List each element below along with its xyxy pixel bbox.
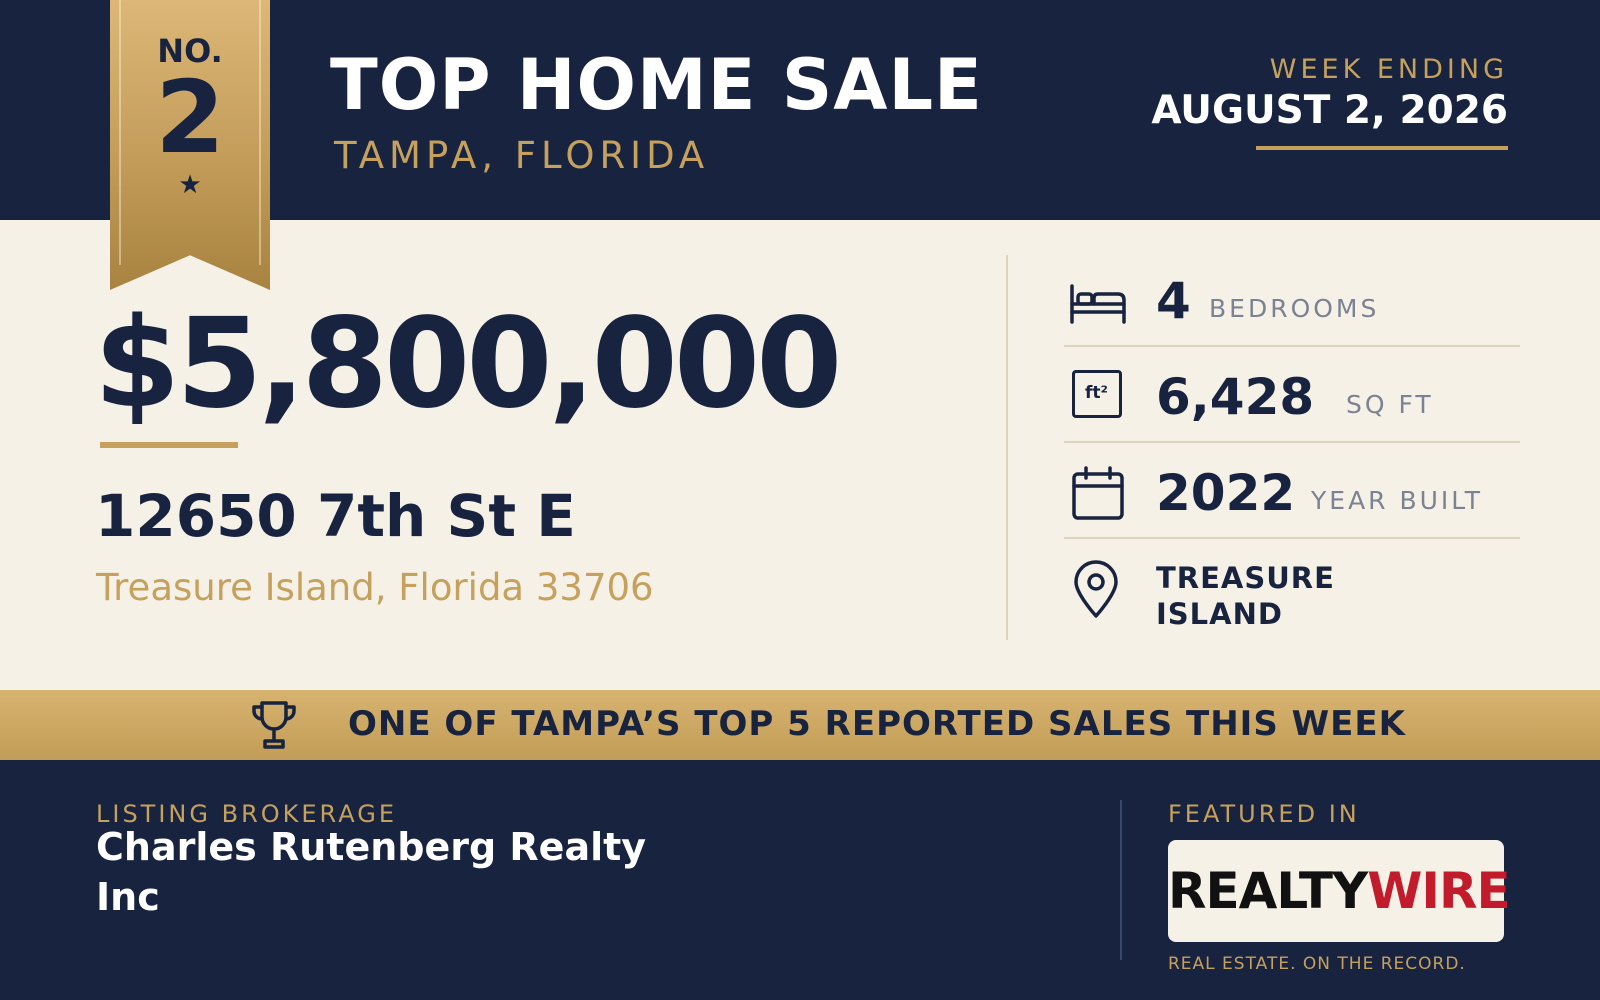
- footer-divider: [1120, 800, 1122, 960]
- footer-bar: LISTING BROKERAGE Charles Rutenberg Real…: [0, 760, 1600, 1000]
- publication-logo: REALTYWIRE: [1168, 840, 1511, 942]
- year-built-label: YEAR BUILT: [1311, 486, 1484, 515]
- vertical-divider: [1006, 255, 1008, 640]
- brokerage-name: Charles Rutenberg Realty Inc: [96, 825, 647, 919]
- highlight-text: ONE OF TAMPA’S TOP 5 REPORTED SALES THIS…: [348, 704, 1406, 744]
- stat-divider: [1064, 345, 1520, 347]
- week-ending-date: AUGUST 2, 2026: [1151, 88, 1508, 133]
- street-address: 12650 7th St E: [95, 482, 576, 550]
- price-underline: [100, 442, 238, 448]
- trophy-icon: [252, 701, 296, 749]
- stat-divider: [1064, 537, 1520, 539]
- sale-price: $5,800,000: [94, 292, 842, 436]
- square-feet-label: SQ FT: [1346, 390, 1434, 419]
- bed-icon: [1070, 284, 1126, 324]
- week-ending-label: WEEK ENDING: [1269, 54, 1508, 85]
- brokerage-label: LISTING BROKERAGE: [96, 800, 397, 828]
- bedrooms-label: BEDROOMS: [1209, 294, 1380, 323]
- ribbon-trim-left: [119, 0, 121, 265]
- page-subtitle: TAMPA, FLORIDA: [334, 134, 710, 177]
- stat-year-built: 2022 YEAR BUILT: [1064, 444, 1520, 540]
- location-pin-icon: [1074, 560, 1118, 618]
- featured-label: FEATURED IN: [1168, 800, 1360, 828]
- page-title: TOP HOME SALE: [330, 44, 983, 126]
- square-feet-value: 6,428: [1156, 368, 1315, 426]
- stat-square-feet: ft² 6,428 SQ FT: [1064, 348, 1520, 444]
- ribbon-trim-right: [259, 0, 261, 265]
- rank-prefix: NO.: [157, 32, 223, 70]
- rank-ribbon: NO. 2 ★: [110, 0, 270, 290]
- logo-part-realty: REALTY: [1168, 862, 1368, 920]
- highlight-banner: ONE OF TAMPA’S TOP 5 REPORTED SALES THIS…: [0, 690, 1600, 760]
- stat-bedrooms: 4 BEDROOMS: [1064, 252, 1520, 348]
- bedrooms-value: 4: [1156, 272, 1191, 330]
- year-built-value: 2022: [1156, 464, 1296, 522]
- stat-divider: [1064, 441, 1520, 443]
- publication-tagline: REAL ESTATE. ON THE RECORD.: [1168, 954, 1466, 974]
- logo-part-wire: WIRE: [1367, 862, 1510, 920]
- square-feet-icon-text: ft²: [1085, 383, 1108, 403]
- calendar-icon: [1072, 466, 1124, 520]
- city-state-zip: Treasure Island, Florida 33706: [96, 566, 654, 609]
- week-divider: [1256, 146, 1508, 150]
- square-feet-icon: ft²: [1072, 370, 1122, 418]
- logo-wordmark: REALTYWIRE: [1168, 862, 1511, 920]
- neighborhood-value: TREASURE ISLAND: [1156, 561, 1335, 631]
- star-icon: ★: [178, 170, 202, 200]
- rank-number: 2: [155, 59, 225, 176]
